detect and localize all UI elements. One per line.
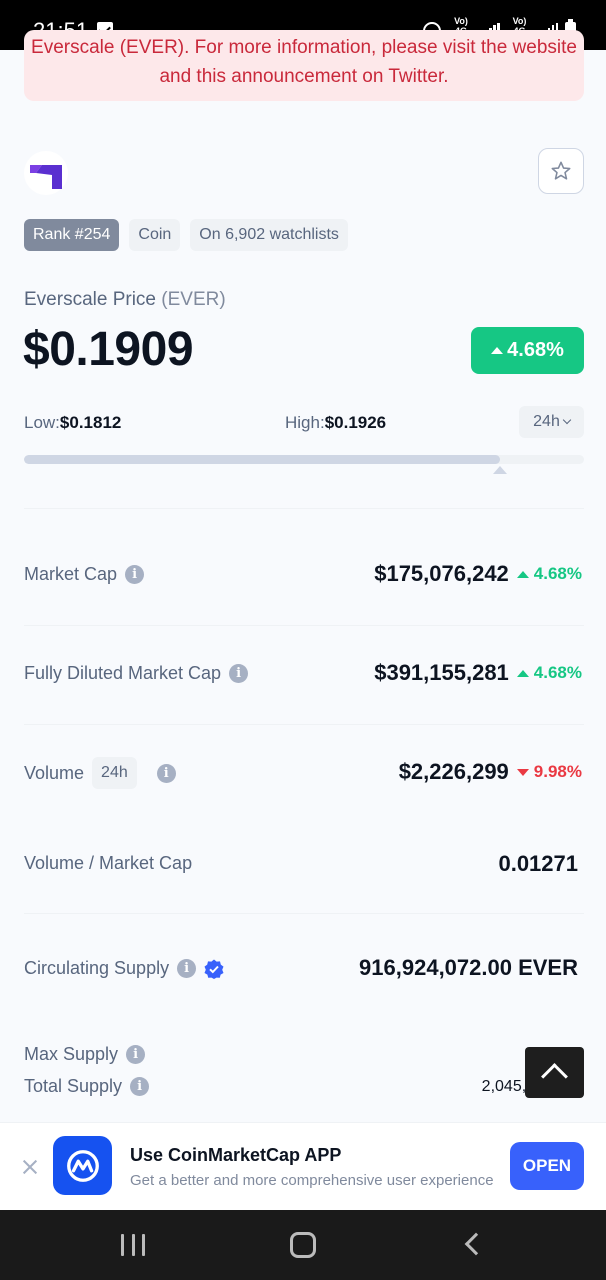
app-promo-banner: Use CoinMarketCap APP Get a better and m… bbox=[0, 1122, 606, 1210]
market-cap-label-text: Market Cap bbox=[24, 564, 118, 584]
circulating-supply-label: Circulating Supply i bbox=[24, 958, 224, 979]
banner-title: Use CoinMarketCap APP bbox=[130, 1145, 342, 1165]
fdmc-value: $391,155,281 4.68% bbox=[374, 660, 582, 686]
divider bbox=[24, 724, 584, 725]
fdmc-label-text: Fully Diluted Market Cap bbox=[24, 663, 222, 683]
circulating-supply-value: 916,924,072.00 EVER bbox=[359, 955, 578, 981]
vol-mcap-value: 0.01271 bbox=[498, 851, 578, 877]
total-supply-label-text: Total Supply bbox=[24, 1076, 123, 1096]
price-change-badge: 4.68% bbox=[471, 327, 584, 374]
market-cap-value: $175,076,242 4.68% bbox=[374, 561, 582, 587]
volume-label-text: Volume bbox=[24, 762, 85, 783]
arrow-down-icon bbox=[516, 768, 529, 776]
market-cap-label: Market Cap i bbox=[24, 564, 145, 585]
volume-label: Volume 24h i bbox=[24, 757, 176, 789]
banner-subtitle: Get a better and more comprehensive user… bbox=[130, 1172, 494, 1189]
max-supply-label-text: Max Supply bbox=[24, 1044, 119, 1064]
scroll-to-top-button[interactable] bbox=[525, 1047, 584, 1098]
market-cap-change: 4.68% bbox=[516, 564, 582, 584]
rank-tag: Rank #254 bbox=[24, 219, 120, 251]
coinmarketcap-app-icon bbox=[53, 1136, 112, 1195]
price-change-value: 4.68% bbox=[507, 339, 564, 361]
low-price: Low:$0.1812 bbox=[24, 413, 121, 433]
vol-mcap-label-text: Volume / Market Cap bbox=[24, 853, 193, 873]
price-range-bar bbox=[24, 455, 584, 464]
info-icon[interactable]: i bbox=[125, 565, 145, 584]
announcement-text: Everscale (EVER). For more information, … bbox=[31, 37, 577, 87]
star-icon bbox=[551, 161, 571, 180]
watchlist-star-button[interactable] bbox=[538, 148, 584, 194]
coin-price: $0.1909 bbox=[23, 323, 194, 376]
volume-amount: $2,226,299 bbox=[398, 759, 509, 784]
low-value: $0.1812 bbox=[59, 413, 122, 432]
divider bbox=[24, 508, 584, 509]
price-range-fill bbox=[24, 455, 500, 464]
high-value: $0.1926 bbox=[324, 413, 387, 432]
volume-change-value: 9.98% bbox=[533, 762, 582, 781]
coin-name-label: Everscale Price bbox=[24, 289, 156, 310]
circulating-supply-label-text: Circulating Supply bbox=[24, 958, 170, 978]
open-app-button[interactable]: OPEN bbox=[510, 1142, 584, 1190]
arrow-up-icon bbox=[491, 347, 504, 354]
volume-period-tag[interactable]: 24h bbox=[92, 757, 137, 789]
price-label: Everscale Price (EVER) bbox=[24, 289, 226, 311]
fdmc-change-value: 4.68% bbox=[533, 663, 582, 682]
coin-symbol: (EVER) bbox=[161, 289, 226, 310]
market-cap-change-value: 4.68% bbox=[533, 564, 582, 583]
arrow-up-icon bbox=[516, 570, 529, 578]
high-price: High:$0.1926 bbox=[285, 413, 386, 433]
market-cap-amount: $175,076,242 bbox=[374, 561, 509, 586]
chevron-down-icon bbox=[562, 415, 572, 425]
info-icon[interactable]: i bbox=[156, 763, 176, 783]
verified-badge-icon bbox=[204, 959, 224, 979]
fdmc-label: Fully Diluted Market Cap i bbox=[24, 663, 249, 684]
fdmc-amount: $391,155,281 bbox=[374, 660, 509, 685]
range-select[interactable]: 24h bbox=[519, 406, 584, 438]
circulating-supply-amount: 916,924,072.00 EVER bbox=[359, 955, 578, 980]
range-value: 24h bbox=[533, 413, 560, 430]
divider bbox=[24, 913, 584, 914]
info-icon[interactable]: i bbox=[177, 959, 197, 978]
max-supply-label: Max Supply i bbox=[24, 1044, 146, 1065]
close-icon[interactable] bbox=[21, 1158, 39, 1176]
back-icon[interactable] bbox=[464, 1232, 488, 1256]
coin-tags: Rank #254 Coin On 6,902 watchlists bbox=[24, 219, 348, 251]
volume-value: $2,226,299 9.98% bbox=[399, 759, 582, 785]
vol-mcap-amount: 0.01271 bbox=[498, 851, 578, 876]
info-icon[interactable]: i bbox=[126, 1045, 146, 1064]
recent-apps-icon[interactable] bbox=[121, 1234, 145, 1256]
total-supply-label: Total Supply i bbox=[24, 1076, 150, 1097]
vol-mcap-label: Volume / Market Cap bbox=[24, 853, 192, 874]
info-icon[interactable]: i bbox=[229, 664, 249, 683]
info-icon[interactable]: i bbox=[130, 1077, 150, 1096]
fdmc-change: 4.68% bbox=[516, 663, 582, 683]
system-nav-bar bbox=[0, 1210, 606, 1280]
announcement-banner[interactable]: Everscale (EVER). For more information, … bbox=[24, 30, 584, 101]
high-label: High: bbox=[285, 413, 325, 432]
divider bbox=[24, 625, 584, 626]
everscale-logo-icon bbox=[24, 151, 68, 195]
volume-change: 9.98% bbox=[516, 762, 582, 782]
home-icon[interactable] bbox=[290, 1232, 316, 1258]
watchlists-tag: On 6,902 watchlists bbox=[190, 219, 348, 251]
price-range-marker bbox=[493, 466, 507, 474]
low-label: Low: bbox=[24, 413, 60, 432]
arrow-up-icon bbox=[516, 669, 529, 677]
coin-type-tag[interactable]: Coin bbox=[129, 219, 181, 251]
